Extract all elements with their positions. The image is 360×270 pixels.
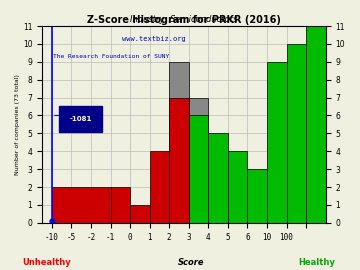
Bar [247,169,267,223]
Bar [287,44,306,223]
Text: Score: Score [177,258,204,267]
Title: Z-Score Histogram for PRKR (2016): Z-Score Histogram for PRKR (2016) [87,15,281,25]
Bar [228,151,247,223]
Bar [111,187,130,223]
Bar [130,205,150,223]
Bar [169,98,189,223]
Text: Healthy: Healthy [298,258,335,267]
Bar [169,62,189,223]
Bar [150,151,169,223]
Text: The Research Foundation of SUNY: The Research Foundation of SUNY [54,54,170,59]
Y-axis label: Number of companies (73 total): Number of companies (73 total) [15,74,20,175]
Bar [189,98,208,223]
Bar [208,133,228,223]
Bar [306,26,326,223]
Bar [189,116,208,223]
Text: -1081: -1081 [69,116,92,122]
Text: Unhealthy: Unhealthy [22,258,71,267]
Bar [52,187,111,223]
Text: Industry: Semiconductors: Industry: Semiconductors [130,15,238,24]
Text: www.textbiz.org: www.textbiz.org [122,36,185,42]
Bar [267,62,287,223]
